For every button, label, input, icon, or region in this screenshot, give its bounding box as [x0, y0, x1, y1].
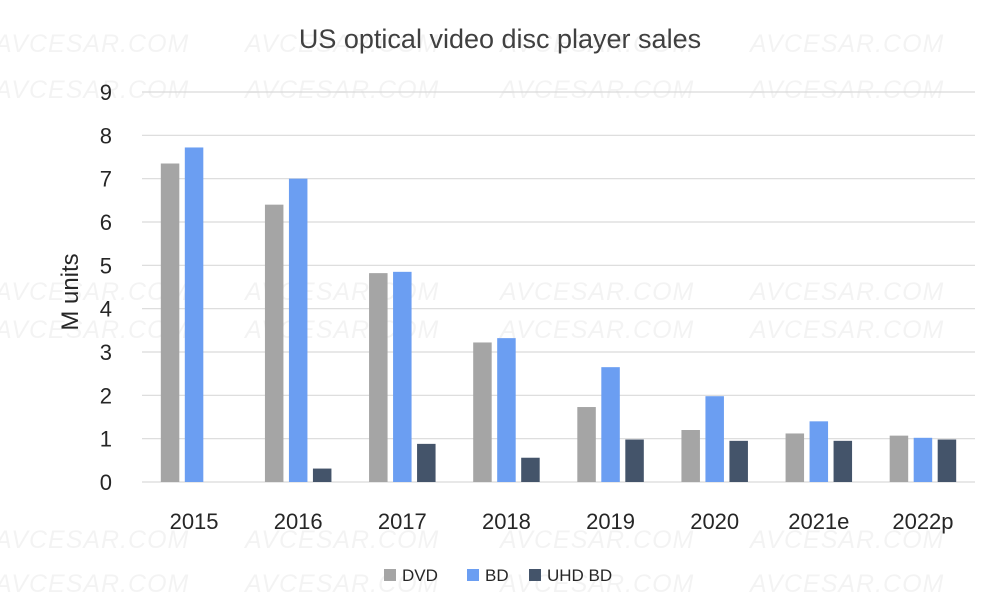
watermark-text: AVCESAR.COM — [243, 30, 439, 58]
watermark-text: AVCESAR.COM — [0, 278, 189, 306]
x-tick-label: 2022p — [892, 509, 953, 534]
x-axis-ticks: 2015 2016 2017 2018 2019 2020 2021e 2022p — [170, 509, 954, 534]
y-tick-label: 1 — [100, 427, 112, 452]
bar-uhd-bd — [312, 468, 332, 482]
legend-swatch — [467, 569, 479, 581]
bar-uhd-bd — [417, 443, 436, 482]
watermark-text: AVCESAR.COM — [243, 76, 439, 104]
watermark-text: AVCESAR.COM — [748, 526, 944, 554]
y-tick-label: 9 — [100, 80, 112, 105]
y-tick-label: 5 — [100, 253, 112, 278]
watermark-text: AVCESAR.COM — [0, 316, 189, 344]
legend-swatch — [384, 569, 396, 581]
watermark-text: AVCESAR.COM — [498, 526, 694, 554]
bar-dvd — [473, 342, 492, 482]
bar-bd — [913, 437, 933, 482]
bar-bd — [497, 338, 516, 482]
y-tick-label: 6 — [100, 210, 112, 235]
watermark-text: AVCESAR.COM — [0, 30, 189, 58]
chart-title: US optical video disc player sales — [299, 24, 701, 54]
y-axis-label: M units — [57, 253, 84, 330]
watermark-text: AVCESAR.COM — [498, 76, 694, 104]
watermark-text: AVCESAR.COM — [0, 570, 189, 598]
x-tick-label: 2016 — [274, 509, 323, 534]
y-tick-label: 0 — [100, 470, 112, 495]
bar-uhd-bd — [521, 457, 540, 482]
bar-dvd — [264, 204, 284, 482]
watermark-layer: AVCESAR.COM AVCESAR.COM AVCESAR.COM AVCESAR… — [0, 30, 944, 598]
bar-dvd — [160, 163, 180, 482]
y-tick-label: 8 — [100, 123, 112, 148]
watermark-text: AVCESAR.COM — [0, 76, 189, 104]
watermark-text: AVCESAR.COM — [748, 30, 944, 58]
bar-bd — [184, 147, 204, 482]
x-tick-label: 2020 — [690, 509, 739, 534]
bar-dvd — [369, 273, 388, 482]
watermark-text: AVCESAR.COM — [0, 526, 189, 554]
bar-bd — [601, 367, 620, 482]
watermark-text: AVCESAR.COM — [498, 316, 694, 344]
bar-dvd — [889, 435, 909, 482]
bar-uhd-bd — [937, 439, 957, 482]
bars — [160, 147, 957, 482]
watermark-text: AVCESAR.COM — [748, 570, 944, 598]
watermark-text: AVCESAR.COM — [748, 278, 944, 306]
x-tick-label: 2018 — [482, 509, 531, 534]
legend-label: UHD BD — [547, 566, 612, 585]
x-tick-label: 2021e — [788, 509, 849, 534]
legend: DVD BD UHD BD — [384, 566, 612, 585]
watermark-text: AVCESAR.COM — [498, 278, 694, 306]
watermark-text: AVCESAR.COM — [748, 76, 944, 104]
legend-label: DVD — [402, 566, 438, 585]
y-tick-label: 3 — [100, 340, 112, 365]
bar-dvd — [681, 430, 700, 482]
x-tick-label: 2015 — [170, 509, 219, 534]
bar-bd — [809, 421, 829, 482]
watermark-text: AVCESAR.COM — [243, 526, 439, 554]
x-tick-label: 2019 — [586, 509, 635, 534]
watermark-text: AVCESAR.COM — [498, 30, 694, 58]
x-tick-label: 2017 — [378, 509, 427, 534]
bar-bd — [705, 396, 724, 482]
bar-uhd-bd — [625, 439, 644, 482]
y-axis-ticks: 0 1 2 3 4 5 6 7 8 9 — [100, 80, 112, 495]
y-tick-label: 2 — [100, 383, 112, 408]
watermark-text: AVCESAR.COM — [243, 570, 439, 598]
legend-swatch — [529, 569, 541, 581]
bar-dvd — [577, 407, 596, 482]
watermark-text: AVCESAR.COM — [748, 316, 944, 344]
bar-bd — [288, 178, 308, 482]
bar-uhd-bd — [729, 440, 748, 482]
y-tick-label: 4 — [100, 297, 112, 322]
bar-dvd — [785, 433, 805, 482]
bar-uhd-bd — [833, 440, 853, 482]
bar-bd — [393, 271, 412, 482]
legend-label: BD — [485, 566, 509, 585]
y-tick-label: 7 — [100, 167, 112, 192]
